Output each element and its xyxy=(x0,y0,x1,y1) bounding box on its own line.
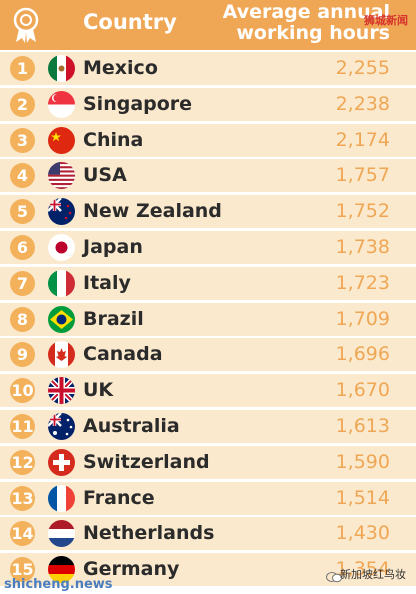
china-flag-icon xyxy=(48,126,75,154)
column-header-hours-line2: working hours xyxy=(236,22,390,44)
watermark-bottom-right: 新加坡红鸟妆 xyxy=(340,568,406,581)
table-row: 6 Japan 1,738 xyxy=(0,230,416,264)
rank-badge: 2 xyxy=(10,91,35,117)
working-hours-value: 2,255 xyxy=(335,57,390,79)
table-row: 10 UK 1,670 xyxy=(0,374,416,408)
table-row: 4 USA 1,757 xyxy=(0,159,416,193)
watermark-bottom-left: shicheng.news xyxy=(4,577,113,592)
country-name: Italy xyxy=(83,271,131,294)
country-name: Singapore xyxy=(83,92,193,115)
table-row: 5 New Zealand 1,752 xyxy=(0,195,416,229)
country-name: Germany xyxy=(83,558,180,581)
working-hours-value: 1,354 xyxy=(335,558,390,581)
mexico-flag-icon xyxy=(48,55,75,82)
new-zealand-flag-icon xyxy=(48,198,75,226)
germany-flag-icon xyxy=(48,556,75,584)
table-row: 15 Germany 1,354 xyxy=(0,553,416,587)
working-hours-value: 1,696 xyxy=(335,343,390,366)
country-name: Netherlands xyxy=(83,522,215,545)
rank-badge: 7 xyxy=(10,270,35,296)
france-flag-icon xyxy=(48,484,75,512)
column-header-hours-line1: Average annual xyxy=(222,1,390,23)
table-row: 8 Brazil 1,709 xyxy=(0,302,416,336)
rank-badge: 14 xyxy=(10,521,35,547)
country-name: Australia xyxy=(83,414,180,437)
country-name: USA xyxy=(83,164,127,187)
table-row: 3 China 2,174 xyxy=(0,123,416,157)
wechat-icon xyxy=(326,572,342,583)
country-name: China xyxy=(83,128,144,151)
country-name: Switzerland xyxy=(83,450,210,473)
table-row: 14 Netherlands 1,430 xyxy=(0,517,416,551)
table-row: 13 France 1,514 xyxy=(0,481,416,515)
canada-flag-icon xyxy=(48,341,75,369)
rank-badge: 3 xyxy=(10,127,35,153)
working-hours-value: 1,613 xyxy=(335,414,390,437)
working-hours-value: 1,430 xyxy=(335,522,390,545)
table-body: 1 Mexico 2,255 2 Singapore 2,238 3 China 2,174 4 U… xyxy=(0,52,416,589)
working-hours-value: 1,709 xyxy=(335,307,390,330)
table-row: 11 Australia 1,613 xyxy=(0,409,416,443)
rank-badge: 15 xyxy=(10,557,35,583)
working-hours-value: 2,238 xyxy=(335,92,390,115)
country-name: New Zealand xyxy=(83,200,222,223)
country-name: UK xyxy=(83,379,114,402)
table-row: 12 Switzerland 1,590 xyxy=(0,445,416,479)
brazil-flag-icon xyxy=(48,305,75,333)
rank-badge: 11 xyxy=(10,413,35,439)
japan-flag-icon xyxy=(48,233,75,261)
rank-badge: 5 xyxy=(10,199,35,225)
table-header: Country Average annual working hours 狮城新… xyxy=(0,0,416,50)
singapore-flag-icon xyxy=(48,90,75,118)
working-hours-value: 1,590 xyxy=(335,450,390,473)
rank-badge: 10 xyxy=(10,378,35,404)
rank-badge: 13 xyxy=(10,485,35,511)
rank-badge: 1 xyxy=(10,56,35,81)
working-hours-value: 2,174 xyxy=(335,128,390,151)
country-name: Mexico xyxy=(83,57,158,79)
working-hours-value: 1,757 xyxy=(335,164,390,187)
australia-flag-icon xyxy=(48,412,75,440)
italy-flag-icon xyxy=(48,269,75,297)
rank-badge: 4 xyxy=(10,163,35,189)
usa-flag-icon xyxy=(48,162,75,190)
working-hours-value: 1,738 xyxy=(335,235,390,258)
table-row: 2 Singapore 2,238 xyxy=(0,87,416,121)
rosette-badge-icon xyxy=(13,7,39,43)
rank-badge: 9 xyxy=(10,342,35,368)
rank-badge: 6 xyxy=(10,234,35,260)
watermark-top-right: 狮城新闻 xyxy=(364,14,408,27)
working-hours-value: 1,670 xyxy=(335,379,390,402)
switzerland-flag-icon xyxy=(48,448,75,476)
working-hours-value: 1,514 xyxy=(335,486,390,509)
netherlands-flag-icon xyxy=(48,520,75,548)
table-row: 1 Mexico 2,255 xyxy=(0,52,416,85)
rank-badge: 12 xyxy=(10,449,35,475)
uk-flag-icon xyxy=(48,377,75,405)
working-hours-value: 1,723 xyxy=(335,271,390,294)
column-header-hours: Average annual working hours xyxy=(220,2,390,44)
country-name: Japan xyxy=(83,235,143,258)
working-hours-value: 1,752 xyxy=(335,200,390,223)
rank-badge: 8 xyxy=(10,306,35,332)
column-header-country: Country xyxy=(83,10,177,34)
table-row: 7 Italy 1,723 xyxy=(0,266,416,300)
country-name: France xyxy=(83,486,155,509)
country-name: Canada xyxy=(83,343,163,366)
table-row: 9 Canada 1,696 xyxy=(0,338,416,372)
country-name: Brazil xyxy=(83,307,144,330)
